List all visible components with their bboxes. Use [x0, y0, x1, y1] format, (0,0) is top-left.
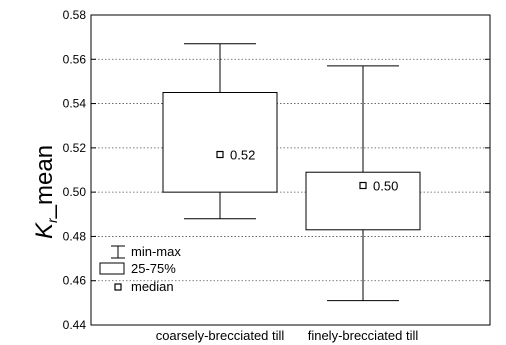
iqr-box — [162, 92, 278, 193]
legend-label: 25-75% — [131, 261, 176, 276]
x-category-label: coarsely-brecciated till — [156, 328, 285, 343]
y-axis-label-subscript: r — [44, 217, 60, 223]
median-value-label: 0.50 — [373, 179, 398, 194]
legend: min-max 25-75% median — [99, 244, 181, 294]
legend-item: min-max — [111, 244, 181, 259]
legend-box-symbol — [99, 262, 125, 275]
legend-item: median — [114, 279, 174, 294]
y-tick-label: 0.46 — [63, 274, 87, 288]
y-axis-label-main: K — [31, 222, 58, 239]
box-group: 0.50 — [305, 65, 421, 302]
y-tick-label: 0.52 — [63, 141, 87, 155]
y-axis-label-suffix: _mean — [31, 145, 58, 219]
y-tick-label: 0.44 — [63, 318, 87, 332]
legend-label: min-max — [131, 244, 181, 259]
median-value-label: 0.52 — [230, 148, 255, 163]
y-tick-label: 0.54 — [63, 97, 87, 111]
y-axis-ticks: 0.44 0.46 0.48 0.50 0.52 0.54 0.56 0.58 — [63, 8, 490, 332]
iqr-box — [305, 171, 421, 231]
plot-frame — [90, 14, 491, 326]
legend-label: median — [131, 279, 174, 294]
legend-item: 25-75% — [99, 261, 176, 276]
y-tick-label: 0.56 — [63, 52, 87, 66]
gridlines — [91, 58, 490, 282]
y-tick-label: 0.48 — [63, 229, 87, 243]
y-tick-label: 0.58 — [63, 8, 87, 22]
x-category-label: finely-brecciated till — [308, 328, 419, 343]
median-marker — [359, 181, 367, 190]
y-axis-label: Kr_mean — [31, 145, 60, 239]
x-axis-categories: coarsely-brecciated till finely-brecciate… — [156, 328, 419, 343]
y-tick-label: 0.50 — [63, 185, 87, 199]
legend-median-symbol — [114, 283, 122, 291]
median-marker — [216, 150, 224, 159]
boxes: 0.52 0.50 — [162, 43, 421, 302]
box-group: 0.52 — [162, 43, 278, 220]
